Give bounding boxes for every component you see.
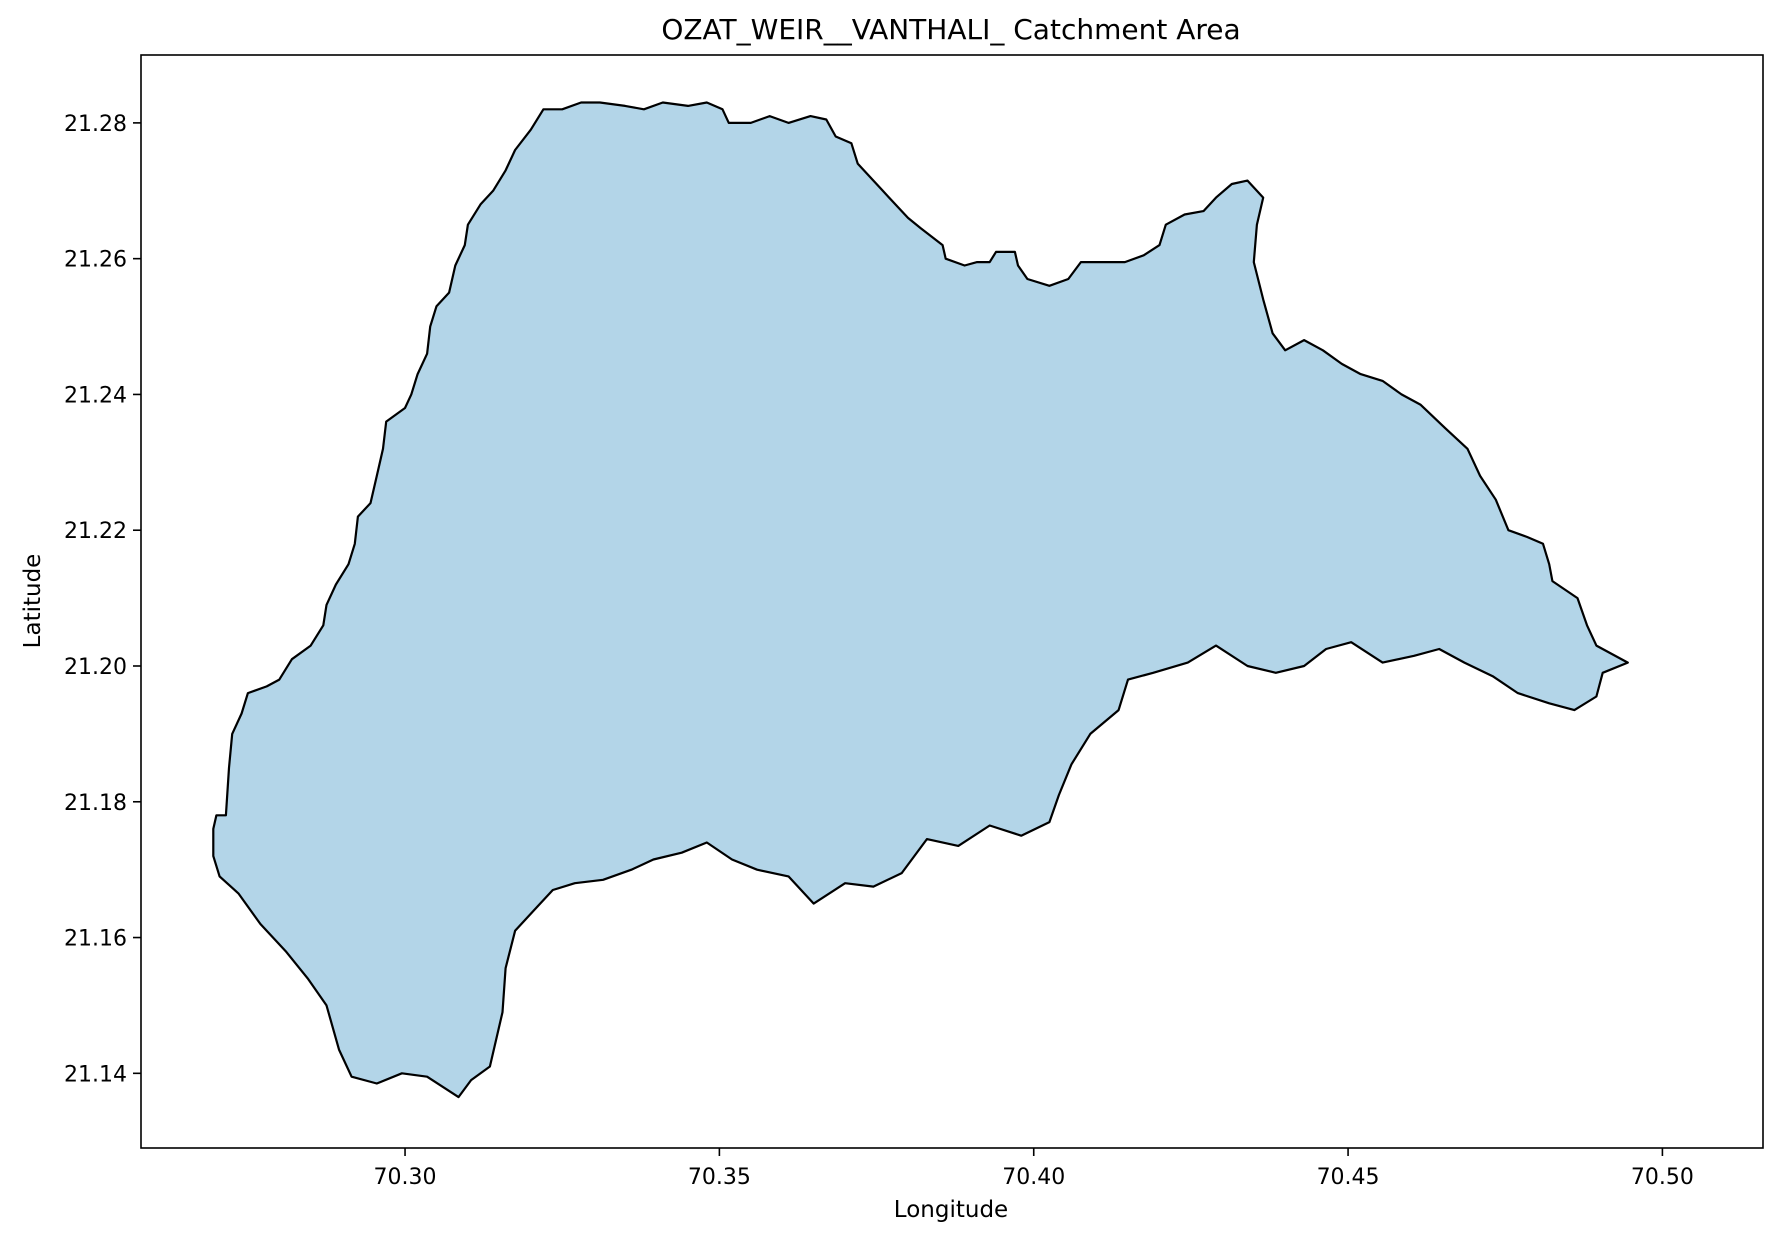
- x-axis-label: Longitude: [894, 1197, 1008, 1223]
- catchment-polygon: [212, 101, 1629, 1099]
- x-tick-label: 70.45: [1317, 1165, 1380, 1190]
- y-tick-label: 21.20: [64, 655, 127, 680]
- y-axis-label: Latitude: [20, 554, 46, 649]
- y-tick-label: 21.26: [64, 248, 127, 273]
- y-tick-label: 21.28: [64, 112, 127, 137]
- plot-area: [140, 54, 1764, 1149]
- y-axis-ticks: 21.14 21.16 21.18 21.20 21.22 21.24 21.26 21.28: [64, 112, 141, 1087]
- y-tick-label: 21.18: [64, 791, 127, 816]
- x-tick-label: 70.50: [1631, 1165, 1694, 1190]
- x-tick-label: 70.30: [374, 1165, 437, 1190]
- map-title: OZAT_WEIR__VANTHALI_ Catchment Area: [661, 13, 1240, 46]
- y-tick-label: 21.22: [64, 519, 127, 544]
- y-tick-label: 21.16: [64, 927, 127, 952]
- y-tick-label: 21.14: [64, 1062, 127, 1087]
- x-axis-ticks: 70.30 70.35 70.40 70.45 70.50: [374, 1148, 1694, 1190]
- x-tick-label: 70.35: [688, 1165, 751, 1190]
- x-tick-label: 70.40: [1002, 1165, 1065, 1190]
- axes-frame: [140, 54, 1764, 1149]
- y-tick-label: 21.24: [64, 383, 127, 408]
